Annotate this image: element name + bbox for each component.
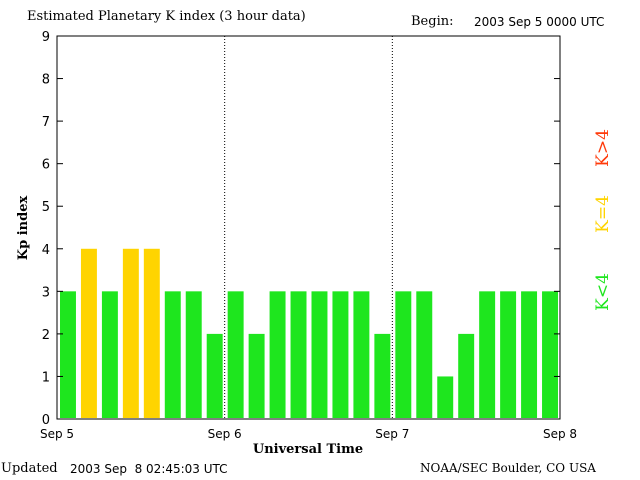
kp-bar — [542, 291, 558, 418]
y-tick-label: 5 — [42, 200, 50, 215]
kp-bar — [290, 291, 307, 418]
chart-title: Estimated Planetary K index (3 hour data… — [27, 9, 306, 24]
plot-frame — [56, 35, 561, 420]
kp-bar — [185, 291, 202, 418]
x-tick-label: Sep 5 — [40, 427, 74, 441]
y-tick-label: 3 — [42, 285, 50, 300]
y-tick-label: 4 — [42, 243, 50, 258]
y-tick-label: 8 — [42, 73, 50, 88]
kp-bar — [458, 333, 475, 418]
begin-value: 2003 Sep 5 0000 UTC — [474, 15, 605, 29]
kp-bar — [395, 291, 412, 418]
kp-bar — [227, 291, 244, 418]
updated-label: Updated — [1, 461, 58, 476]
kp-bar — [332, 291, 349, 418]
credit-text: NOAA/SEC Boulder, CO USA — [420, 461, 596, 475]
kp-bar — [311, 291, 328, 418]
kp-bar — [521, 291, 538, 418]
x-tick-label: Sep 8 — [543, 427, 577, 441]
kp-bar — [164, 291, 181, 418]
y-tick-label: 1 — [42, 370, 50, 385]
y-axis-label: Kp index — [16, 196, 31, 261]
y-tick-label: 7 — [42, 115, 50, 130]
legend-item: K>4 — [593, 129, 613, 167]
kp-bar — [500, 291, 517, 418]
updated-value: 2003 Sep 8 02:45:03 UTC — [70, 462, 228, 476]
x-tick-label: Sep 7 — [375, 427, 409, 441]
kp-bar — [374, 333, 391, 418]
kp-bar — [206, 333, 223, 418]
kp-bar — [269, 291, 286, 418]
kp-bar — [122, 248, 139, 418]
y-tick-label: 2 — [42, 328, 50, 343]
kp-bar — [143, 248, 160, 418]
kp-bar — [353, 291, 370, 418]
kp-bar — [60, 291, 76, 418]
y-tick-label: 0 — [42, 413, 50, 428]
y-tick-label: 6 — [42, 158, 50, 173]
legend-item: K<4 — [593, 273, 613, 311]
kp-bar — [101, 291, 118, 418]
kp-bar — [80, 248, 97, 418]
legend-item: K=4 — [593, 195, 613, 233]
y-tick-label: 9 — [42, 30, 50, 45]
kp-bar — [479, 291, 496, 418]
kp-bar — [437, 376, 454, 418]
x-axis-label: Universal Time — [253, 442, 363, 457]
begin-label: Begin: — [411, 14, 454, 29]
kp-bar — [248, 333, 265, 418]
x-tick-label: Sep 6 — [208, 427, 242, 441]
kp-bar — [416, 291, 433, 418]
